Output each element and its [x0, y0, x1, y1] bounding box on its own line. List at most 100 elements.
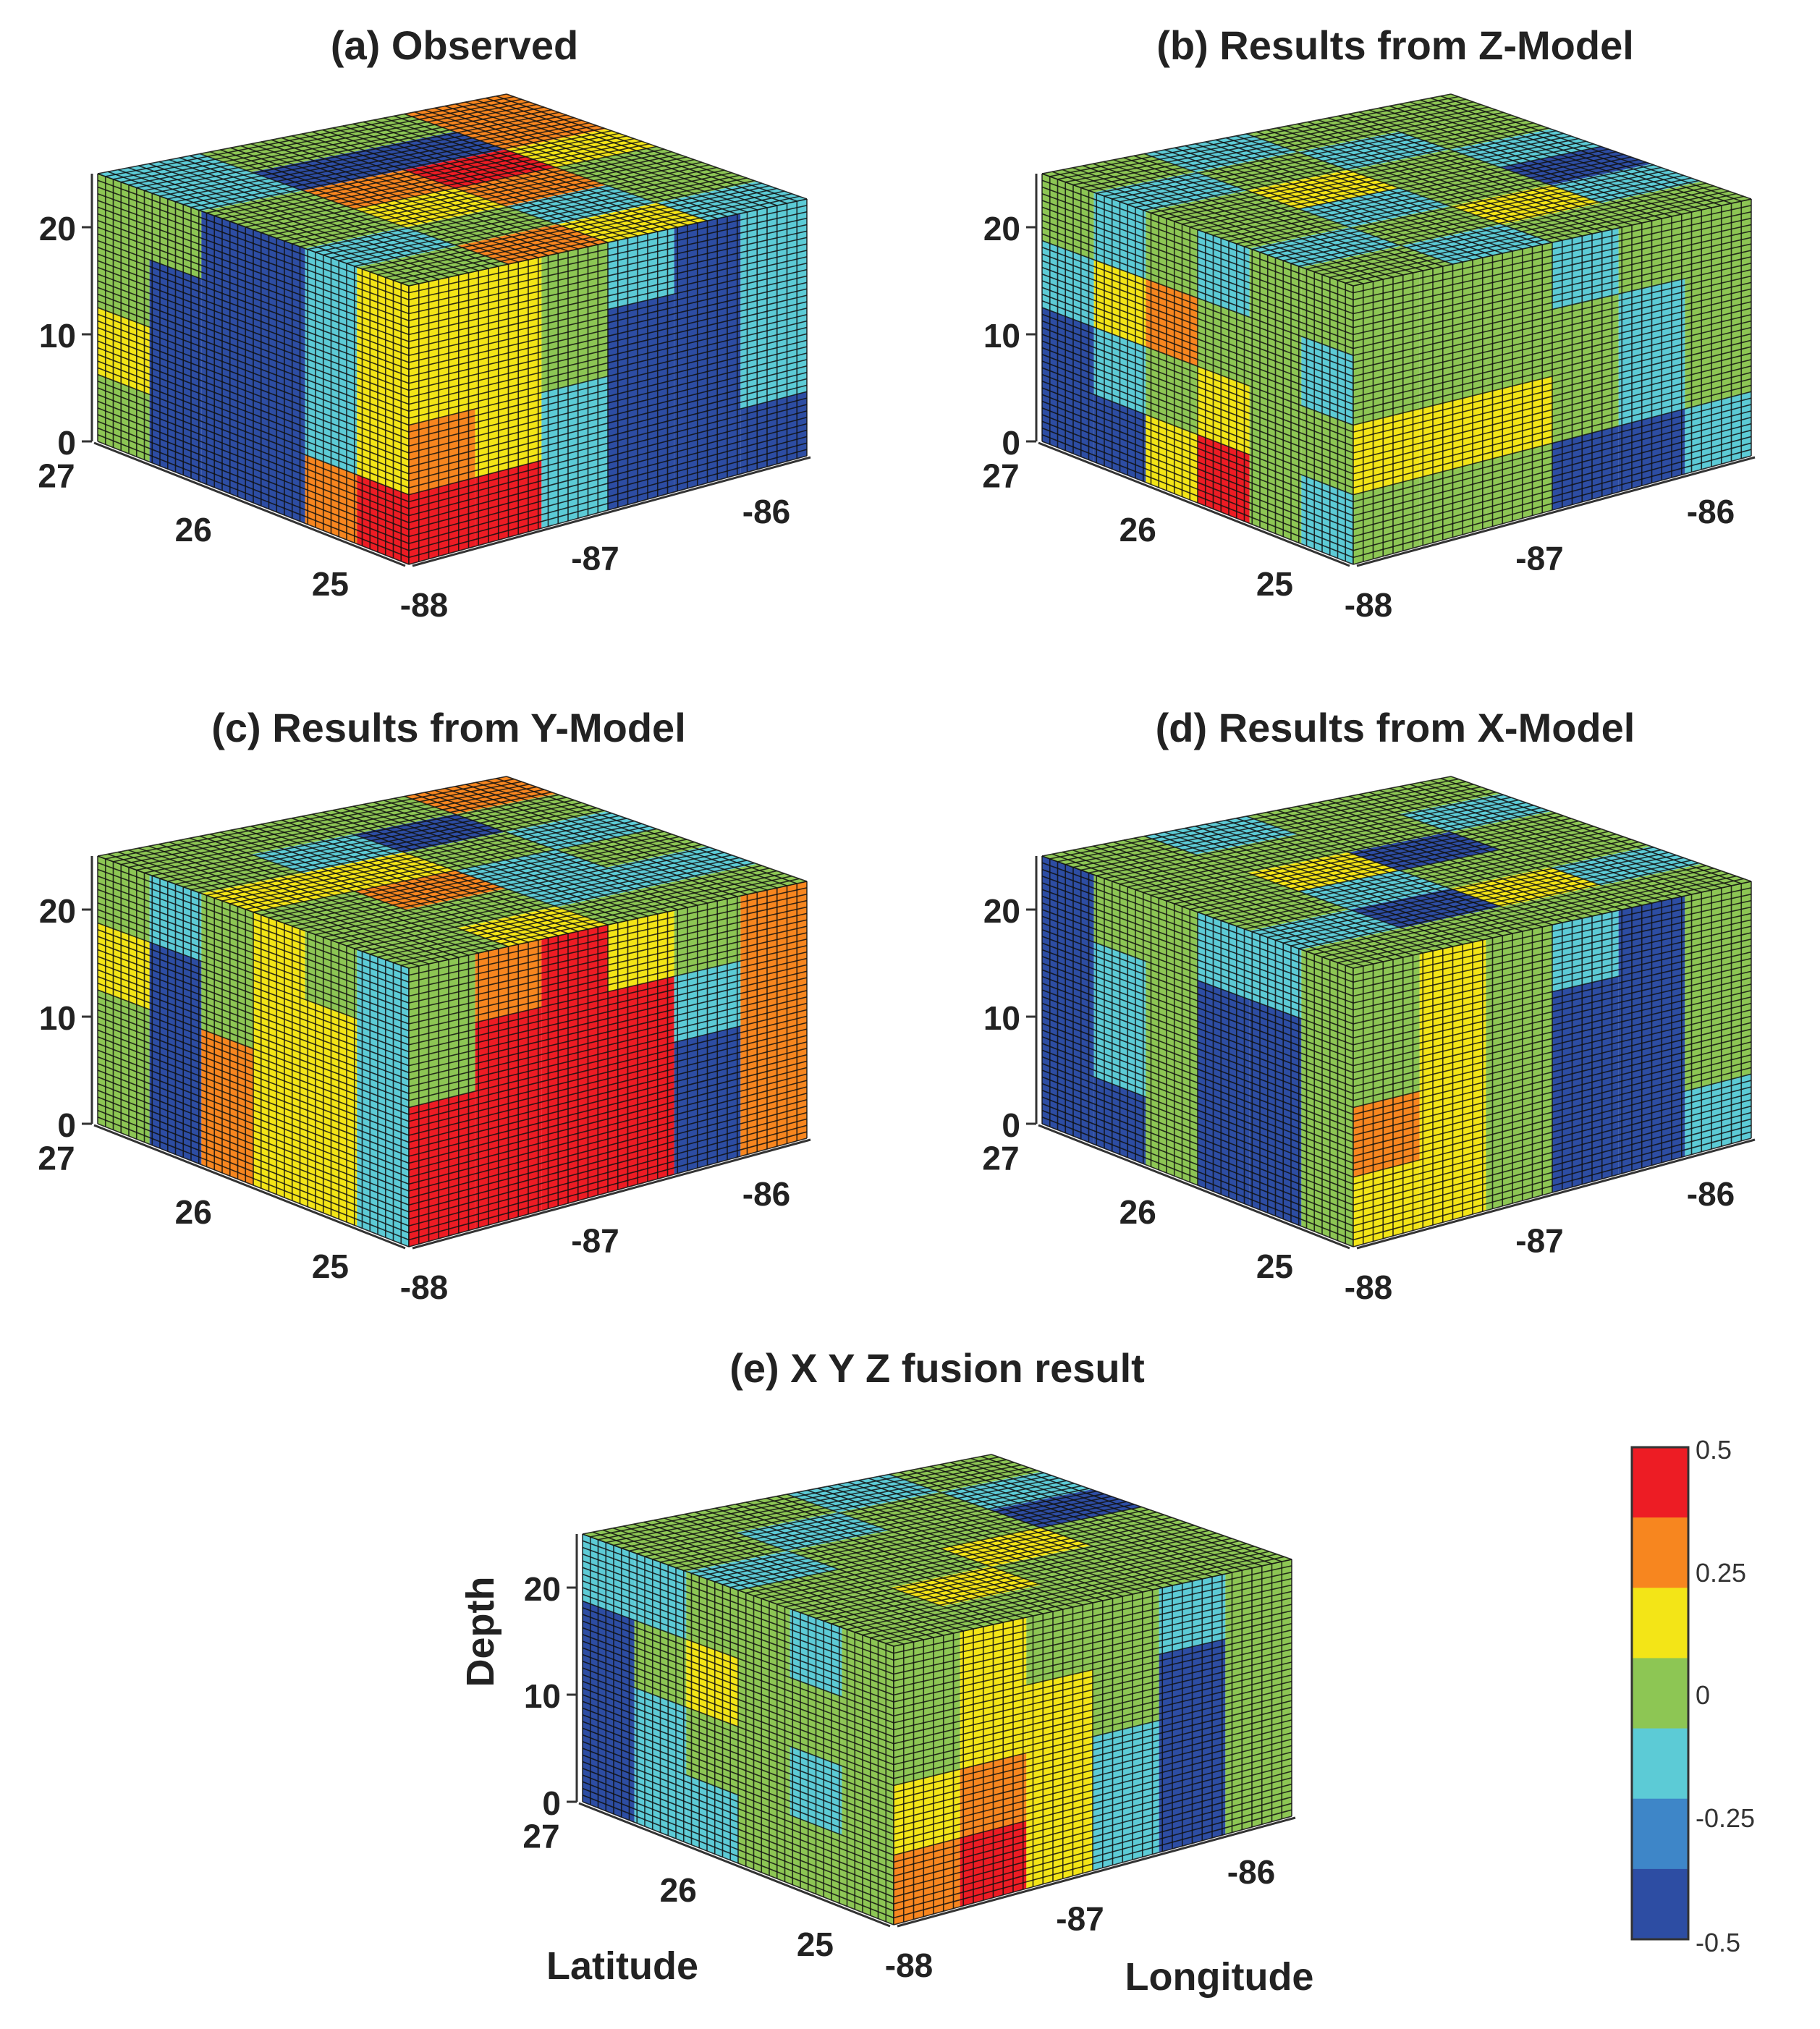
panel-c-lat-tick-label: 26	[175, 1193, 212, 1231]
panel-d-top-face-mesh-line	[1195, 825, 1503, 936]
panel-b-left-face-mesh-line	[1041, 387, 1354, 509]
panel-e-lon-tick-label: -88	[885, 1947, 933, 1984]
panel-b-left-face-mesh-line	[1041, 313, 1354, 433]
panel-d-front-face-mesh-line	[1353, 1124, 1752, 1234]
panel-c-lat-tick-label: 25	[312, 1248, 349, 1285]
panel-b-lon-tick-label: -88	[1345, 586, 1392, 624]
panel-d-top-face-mesh-line	[1215, 821, 1523, 932]
panel-b-front-face-mesh-line	[1353, 378, 1752, 482]
panel-b-top-face-mesh-line	[1195, 143, 1503, 254]
panel-c-left-face-mesh-line	[97, 996, 410, 1115]
panel-b-top-face-mesh-line	[1133, 155, 1444, 267]
panel-c-top-face-mesh-line	[346, 860, 748, 946]
colorbar-tick-neg0.25: -0.25	[1696, 1803, 1755, 1833]
panel-e-front-face-mesh-line	[893, 1738, 1292, 1842]
panel-e-depth-tick-label: 10	[524, 1677, 561, 1715]
panel-a-front-face-mesh-line	[408, 352, 808, 454]
panel-c-top-face-mesh-line	[261, 823, 569, 934]
colorbar	[1630, 1446, 1690, 1941]
panel-b-front-face-mesh-line	[1353, 423, 1752, 530]
panel-c-top-face-mesh-line	[276, 836, 680, 921]
panel-a-top-face-mesh-line	[261, 148, 665, 234]
panel-c-top-face-mesh-line	[308, 847, 710, 933]
panel-d-front-face-mesh-line	[1353, 1086, 1752, 1192]
panel-b-top-face-mesh-line	[1228, 156, 1632, 242]
panel-e-top-face-mesh-line	[674, 1515, 984, 1627]
panel-e-top-face-mesh-line	[653, 1519, 964, 1632]
panel-c-left-face-mesh-line	[97, 1117, 410, 1241]
panel-a-top-face-mesh-line	[276, 153, 680, 239]
panel-b-top-face-mesh-line	[1041, 173, 1354, 287]
panel-b-left-face-mesh-line	[1041, 360, 1354, 482]
panel-b-top-face-mesh-line	[1221, 153, 1624, 239]
panel-b-left-face-mesh-line	[1041, 414, 1354, 538]
panel-c-top-face-mesh-line	[393, 875, 792, 964]
panel-e-left-face-mesh-line	[582, 1787, 894, 1912]
colorbar-tick-neg0.5: -0.5	[1696, 1928, 1740, 1957]
panel-e-left-face-mesh-line	[582, 1694, 894, 1814]
panel-e-front-face-mesh-line	[893, 1700, 1292, 1800]
panel-c-front-face-mesh-line	[408, 1022, 808, 1122]
panel-a-left-face-mesh-line	[97, 360, 410, 482]
panel-a-front-face-mesh-line	[408, 339, 808, 440]
panel-a-top-face-mesh-line	[408, 198, 808, 287]
panel-c-lon-axis	[412, 1138, 811, 1250]
panel-a-top-face-mesh-line	[370, 185, 770, 273]
panel-e-left-face-mesh-line	[582, 1700, 894, 1821]
panel-c-top-face-mesh-line	[253, 828, 657, 913]
panel-b-front-face-mesh-line	[1353, 365, 1752, 468]
panel-b-top-face-mesh-line	[1275, 171, 1677, 259]
panel-e-top-face-mesh-line	[684, 1513, 994, 1625]
panel-e-top-face-mesh-line	[633, 1523, 944, 1636]
panel-a-top-face-mesh-line	[300, 161, 702, 247]
panel-b-left-face-mesh-line	[1041, 441, 1354, 565]
panel-c-top-face-mesh-line	[240, 827, 549, 939]
panel-b-left-face-mesh-line	[1041, 420, 1354, 544]
panel-e-top-face-mesh-line	[715, 1507, 1024, 1619]
panel-d-left-face-mesh-line	[1041, 1002, 1354, 1122]
panel-a-front-face-mesh-line	[408, 384, 808, 488]
panel-c-top-face-mesh-line	[292, 841, 695, 927]
panel-a-top-face-mesh-line	[253, 145, 657, 231]
panel-b-top-face-mesh-line	[1225, 137, 1533, 247]
panel-a-top-face-mesh-line	[117, 169, 429, 282]
panel-d-left-face-mesh-line	[1041, 1056, 1354, 1178]
panel-e-top-face-mesh-line	[776, 1495, 1083, 1606]
panel-e-top-face-mesh-line	[784, 1522, 1187, 1608]
panel-a-lon-axis	[412, 456, 811, 567]
panel-b-front-face-mesh-line	[1353, 359, 1752, 461]
panel-c-top-face-mesh-line	[158, 843, 469, 956]
panel-e-front-face-mesh-line	[893, 1809, 1292, 1919]
panel-a-top-face-mesh-line	[292, 135, 598, 245]
panel-a-left-face-mesh-line	[97, 427, 410, 551]
panel-c-front-face-mesh-line	[408, 1080, 808, 1185]
panel-c-left-face-mesh-line	[97, 1123, 410, 1248]
panel-b-front-face-mesh-line	[1353, 442, 1752, 551]
panel-e-front-face-mesh-line	[893, 1789, 1292, 1898]
panel-a-top-face-mesh-line	[346, 177, 748, 264]
panel-b-top-face-mesh-line	[1329, 190, 1730, 279]
panel-c-front-face-mesh-line	[408, 1118, 808, 1227]
panel-c-top-face-mesh-line	[148, 845, 460, 958]
panel-a-top-face-mesh-line	[393, 192, 792, 281]
panel-d-left-face-mesh-line	[1041, 1029, 1354, 1150]
panel-d-top-face-mesh-line	[1321, 870, 1722, 958]
panel-c-depth-tick-label: 0	[57, 1106, 76, 1144]
panel-a-front-face-mesh-line	[408, 397, 808, 503]
panel-b-left-face-mesh-line	[1041, 340, 1354, 461]
panel-d-top-face-mesh-line	[1259, 849, 1662, 936]
panel-a-top-face-mesh-line	[179, 157, 489, 269]
panel-b-left-face-mesh-line	[1041, 373, 1354, 496]
panel-a-depth-tick-label: 10	[39, 317, 76, 355]
panel-e-top-face-mesh-line	[695, 1511, 1004, 1623]
panel-c-top-face-mesh-line	[261, 831, 665, 916]
colorbar-band-0	[1632, 1447, 1688, 1519]
panel-d-top-face-mesh-line	[1197, 828, 1601, 913]
panel-e-front-face-mesh-line	[893, 1719, 1292, 1821]
panel-a-left-face-mesh-line	[97, 414, 410, 538]
panel-a-top-face-mesh-line	[199, 153, 509, 265]
panel-a-lon-tick-label: -87	[571, 540, 619, 577]
panel-d-front-face-mesh-line	[1353, 1067, 1752, 1171]
panel-d-front-face-mesh-line	[1353, 1093, 1752, 1199]
panel-d-lat-axis	[1038, 1124, 1350, 1250]
